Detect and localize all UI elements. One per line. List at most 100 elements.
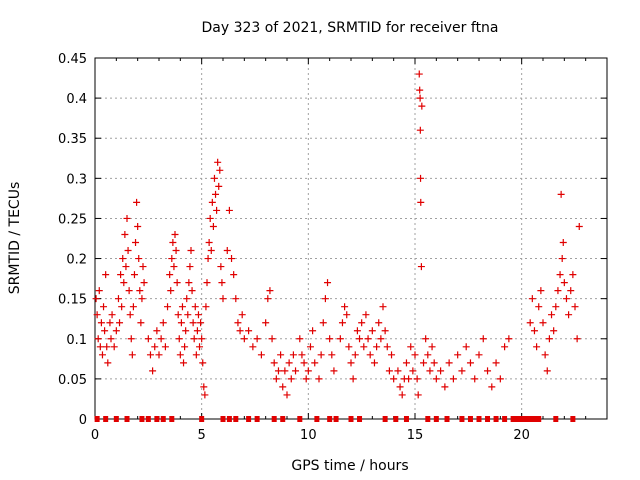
data-point (543, 367, 551, 375)
data-point (351, 351, 359, 359)
data-point (306, 343, 314, 351)
data-point (535, 303, 543, 311)
data-point (377, 335, 385, 343)
data-point (129, 303, 137, 311)
data-point (172, 247, 180, 255)
data-point (136, 287, 144, 295)
data-point (206, 214, 214, 222)
data-point (253, 335, 261, 343)
data-point (130, 271, 138, 279)
data-point (201, 391, 209, 399)
zero-point (523, 416, 529, 422)
data-point (95, 287, 103, 295)
data-point (358, 319, 366, 327)
data-point (317, 351, 325, 359)
y-tick-label: 0.35 (58, 132, 87, 147)
data-point (302, 375, 310, 383)
data-point (416, 94, 424, 102)
y-tick-label: 0 (79, 413, 87, 428)
zero-point (527, 416, 533, 422)
data-point (132, 239, 140, 247)
data-point (528, 295, 536, 303)
data-point (272, 375, 280, 383)
data-point (283, 391, 291, 399)
zero-point (169, 416, 175, 422)
zero-point (246, 416, 252, 422)
data-point (462, 343, 470, 351)
data-point (151, 343, 159, 351)
data-point (345, 343, 353, 351)
data-point (190, 335, 198, 343)
data-point (170, 263, 178, 271)
data-point (416, 86, 424, 94)
data-point (166, 271, 174, 279)
data-point (330, 367, 338, 375)
data-point (110, 343, 118, 351)
zero-point (233, 416, 239, 422)
data-point (479, 335, 487, 343)
data-point (236, 327, 244, 335)
data-point (135, 255, 143, 263)
data-point (565, 311, 573, 319)
data-point (232, 295, 240, 303)
data-point (194, 311, 202, 319)
data-point (138, 295, 146, 303)
data-point (171, 230, 179, 238)
y-tick-label: 0.1 (66, 333, 87, 348)
zero-point (160, 416, 166, 422)
data-point (375, 319, 383, 327)
data-point (277, 351, 285, 359)
data-point (292, 367, 300, 375)
data-point (167, 287, 175, 295)
data-point (370, 359, 378, 367)
data-point (381, 327, 389, 335)
data-point (186, 263, 194, 271)
data-point (569, 271, 577, 279)
data-point (180, 359, 188, 367)
data-point (558, 255, 566, 263)
data-point (548, 311, 556, 319)
data-point (496, 375, 504, 383)
data-point (545, 335, 553, 343)
data-point (161, 343, 169, 351)
zero-point (220, 416, 226, 422)
data-point (364, 335, 372, 343)
data-point (96, 343, 104, 351)
zero-point (425, 416, 431, 422)
data-point (134, 222, 142, 230)
data-point (336, 335, 344, 343)
zero-point (459, 416, 465, 422)
data-point (417, 174, 425, 182)
data-point (559, 239, 567, 247)
data-point (118, 303, 126, 311)
data-point (488, 383, 496, 391)
zero-point (226, 416, 232, 422)
x-axis-label: GPS time / hours (291, 458, 408, 474)
data-point (122, 263, 130, 271)
data-point (398, 391, 406, 399)
chart-title: Day 323 of 2021, SRMTID for receiver ftn… (201, 20, 498, 36)
data-point (373, 343, 381, 351)
zero-point (570, 416, 576, 422)
data-point (289, 351, 297, 359)
data-point (112, 327, 120, 335)
zero-point (113, 416, 119, 422)
data-point (177, 319, 185, 327)
data-point (300, 359, 308, 367)
zero-point (103, 416, 109, 422)
data-point (149, 367, 157, 375)
y-tick-label: 0.4 (66, 92, 87, 107)
zero-point (403, 416, 409, 422)
data-point (153, 327, 161, 335)
data-point (550, 327, 558, 335)
data-point (560, 279, 568, 287)
x-tick-label: 0 (91, 428, 99, 443)
data-point (368, 327, 376, 335)
data-point (458, 367, 466, 375)
data-point (210, 174, 218, 182)
data-point (268, 335, 276, 343)
data-point (234, 319, 242, 327)
data-point (347, 359, 355, 367)
data-point (203, 279, 211, 287)
zero-point (485, 416, 491, 422)
